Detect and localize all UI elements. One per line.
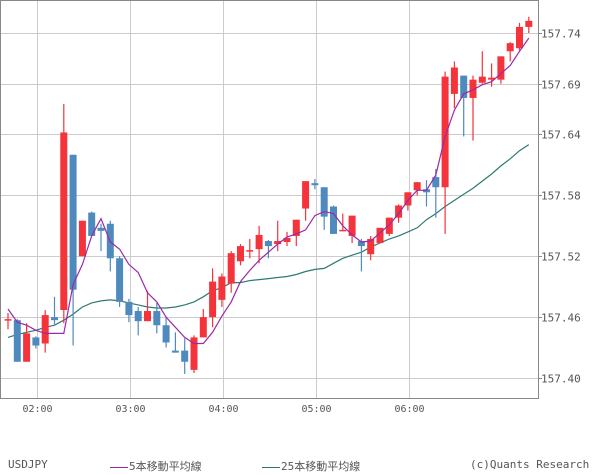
ma5-swatch <box>110 466 128 468</box>
candle <box>218 276 226 300</box>
candle <box>246 250 254 252</box>
candle <box>516 26 523 49</box>
candlestick-chart: 157.74 157.69 157.64 157.58 157.52 157.46 157.… <box>0 0 581 415</box>
y-tick-label: 157.40 <box>541 373 581 386</box>
candle <box>190 337 198 370</box>
candle <box>376 227 384 244</box>
candle <box>404 192 412 206</box>
x-tick-label: 04:00 <box>208 404 238 415</box>
candle <box>441 76 449 188</box>
candle <box>264 241 272 247</box>
candle <box>23 333 31 362</box>
candle <box>88 212 96 236</box>
candle <box>181 350 189 362</box>
x-tick-label: 05:00 <box>301 404 331 415</box>
candle <box>469 79 477 98</box>
candle <box>97 227 105 231</box>
candle <box>292 219 300 236</box>
candle <box>283 237 291 243</box>
candle <box>171 350 179 353</box>
candle <box>13 320 21 362</box>
x-tick-label: 06:00 <box>394 404 424 415</box>
candle <box>460 75 468 98</box>
ma25-line <box>7 144 530 338</box>
candle <box>274 241 282 245</box>
x-tick-label: 02:00 <box>22 404 52 415</box>
candle <box>227 253 235 284</box>
candle <box>330 206 337 234</box>
legend-ma25-label: 25本移動平均線 <box>281 460 361 473</box>
legend-symbol: USDJPY <box>8 458 48 471</box>
candle <box>162 325 170 343</box>
candle <box>302 181 310 209</box>
y-tick-label: 157.74 <box>541 28 581 41</box>
candle <box>497 56 505 80</box>
y-tick-label: 157.46 <box>541 312 581 325</box>
candle <box>320 187 328 217</box>
candle <box>78 220 86 257</box>
candle <box>525 20 533 27</box>
copyright-credit: (c)Quants Research <box>470 458 590 471</box>
candle <box>357 241 365 247</box>
candle <box>209 281 217 318</box>
x-tick-label: 03:00 <box>115 404 145 415</box>
legend-ma25: 25本移動平均線 <box>262 458 360 474</box>
candle <box>450 67 458 94</box>
candle <box>432 177 440 188</box>
y-tick-label: 157.58 <box>541 190 581 203</box>
y-tick-label: 157.64 <box>541 129 581 142</box>
candle <box>41 315 49 344</box>
candle <box>116 258 124 302</box>
candle <box>311 183 319 186</box>
ma25-swatch <box>262 466 280 468</box>
legend-ma5-label: 5本移動平均線 <box>129 460 202 473</box>
candle <box>395 205 403 218</box>
candle <box>255 234 263 250</box>
candle <box>199 317 207 338</box>
candle <box>385 217 393 234</box>
candle <box>60 132 68 311</box>
chart-axes: 157.74 157.69 157.64 157.58 157.52 157.46 157.… <box>0 0 581 415</box>
candle <box>339 229 347 232</box>
candle <box>144 311 151 322</box>
ma5-line <box>7 37 530 345</box>
candle <box>32 337 40 346</box>
candle <box>478 76 486 83</box>
y-tick-label: 157.52 <box>541 251 581 264</box>
candle <box>153 311 161 326</box>
candle <box>367 238 375 255</box>
candle <box>134 311 142 322</box>
candle <box>51 317 58 321</box>
legend-ma5: 5本移動平均線 <box>110 458 202 474</box>
y-tick-label: 157.69 <box>541 79 581 92</box>
candle <box>348 215 356 236</box>
candle <box>125 301 133 316</box>
candle <box>69 154 77 290</box>
candle <box>4 319 12 321</box>
candle <box>413 182 421 191</box>
candle <box>488 77 496 80</box>
candle <box>237 246 244 262</box>
candle <box>506 43 514 52</box>
